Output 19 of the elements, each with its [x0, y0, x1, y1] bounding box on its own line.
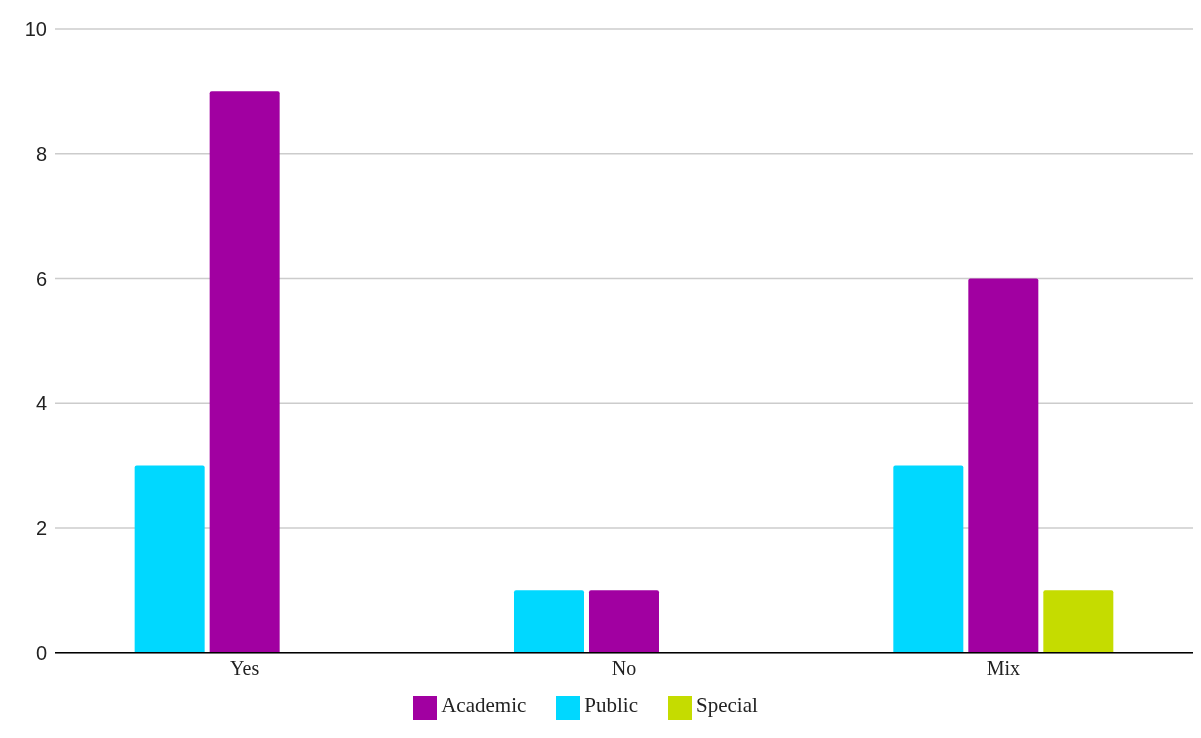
- bar: [893, 465, 964, 653]
- bar: [513, 590, 584, 653]
- y-tick-label: 0: [35, 641, 47, 664]
- y-tick-label: 8: [35, 142, 47, 165]
- bar: [209, 91, 280, 653]
- bar: [1043, 590, 1114, 653]
- y-tick-label: 2: [35, 517, 47, 540]
- y-tick-label: 4: [35, 392, 47, 415]
- x-tick-label: No: [611, 656, 637, 679]
- legend-label: Academic: [441, 692, 527, 717]
- legend-label: Special: [695, 692, 758, 717]
- x-tick-label: Yes: [230, 656, 260, 679]
- legend-label: Public: [584, 692, 638, 717]
- bar: [968, 278, 1039, 653]
- x-tick-label: Mix: [986, 656, 1021, 679]
- bar: [134, 465, 205, 653]
- y-tick-label: 6: [35, 267, 47, 290]
- y-tick-label: 10: [24, 18, 47, 41]
- bar: [588, 590, 659, 653]
